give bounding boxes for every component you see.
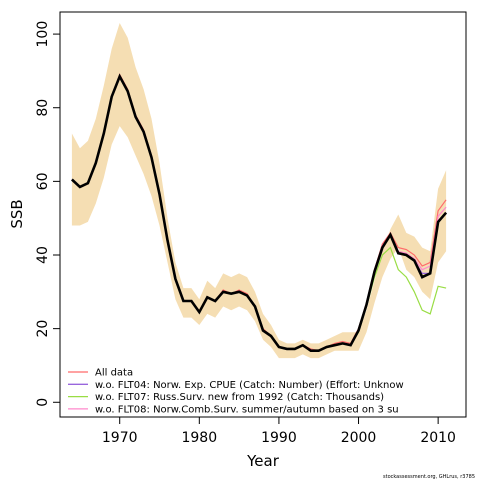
main-estimate-line bbox=[71, 73, 448, 352]
x-axis-title: Year bbox=[246, 452, 280, 470]
x-tick-label: 2000 bbox=[341, 430, 377, 446]
y-tick-label: 20 bbox=[35, 320, 51, 338]
x-tick-label: 1970 bbox=[102, 430, 138, 446]
legend-label: All data bbox=[95, 368, 133, 379]
y-tick-label: 80 bbox=[35, 99, 51, 117]
y-axis-title: SSB bbox=[8, 199, 26, 228]
credit-text: stockassessment.org, GHLrus, r3785 bbox=[383, 474, 475, 480]
plot-area bbox=[71, 23, 448, 359]
x-tick-label: 2010 bbox=[420, 430, 456, 446]
y-axis: 0 20 40 60 80 100 bbox=[35, 21, 61, 407]
x-tick-label: 1990 bbox=[261, 430, 297, 446]
x-tick-label: 1980 bbox=[181, 430, 217, 446]
x-axis: 1970 1980 1990 2000 2010 bbox=[102, 416, 456, 446]
legend-label: w.o. FLT07: Russ.Surv. new from 1992 (Ca… bbox=[95, 392, 384, 403]
y-tick-label: 40 bbox=[35, 246, 51, 264]
y-tick-label: 0 bbox=[35, 398, 51, 407]
legend-label: w.o. FLT08: Norw.Comb.Surv. summer/autum… bbox=[95, 404, 399, 415]
y-tick-label: 100 bbox=[35, 21, 51, 48]
y-tick-label: 60 bbox=[35, 172, 51, 190]
legend-label: w.o. FLT04: Norw. Exp. CPUE (Catch: Numb… bbox=[95, 380, 404, 391]
